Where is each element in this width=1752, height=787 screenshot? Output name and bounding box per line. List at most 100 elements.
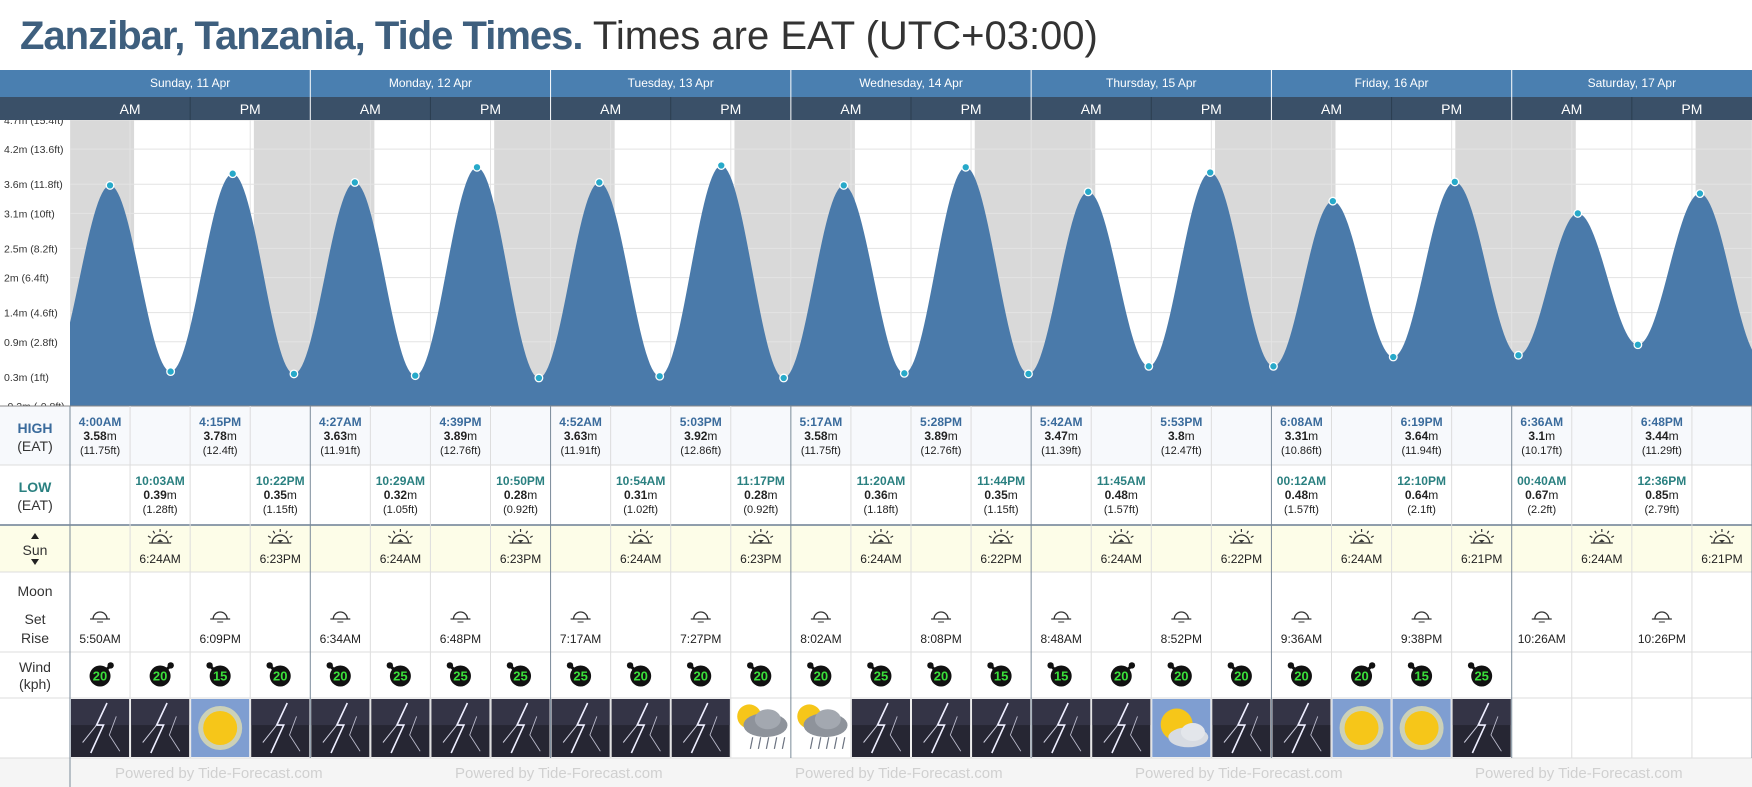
wind-speed: 20: [153, 669, 167, 684]
wind-speed: 15: [994, 669, 1008, 684]
high-tide-meters: 3.58m: [83, 429, 116, 443]
y-tick-label: 1.4m (4.6ft): [4, 308, 58, 320]
day-label: Saturday, 17 Apr: [1588, 76, 1677, 90]
tide-point: [105, 180, 115, 190]
day-label: Monday, 12 Apr: [389, 76, 472, 90]
set-moon-icon: [1531, 611, 1552, 623]
set-moon-icon: [330, 611, 351, 623]
high-tide-feet: (10.17ft): [1521, 445, 1562, 457]
y-tick-label: 2.5m (8.2ft): [4, 243, 58, 255]
high-tide-meters: 3.8m: [1168, 429, 1195, 443]
tide-point: [1695, 189, 1705, 198]
wind-indicator: 25: [506, 662, 532, 687]
rise-moon-icon: [1411, 611, 1432, 623]
tide-point: [1513, 350, 1523, 360]
wind-indicator: 20: [326, 662, 351, 687]
tide-point: [534, 373, 544, 383]
pm-label: PM: [1441, 101, 1462, 117]
page-title: Zanzibar, Tanzania, Tide Times. Times ar…: [20, 10, 1098, 62]
wind-indicator: 25: [867, 662, 892, 687]
wind-circle: [209, 665, 231, 687]
day-header-bar: [0, 70, 1752, 97]
tide-point: [1388, 352, 1398, 362]
wind-indicator: 20: [807, 662, 832, 687]
low-tide-time: 11:45AM: [1097, 474, 1146, 488]
high-tide-feet: (11.75ft): [80, 445, 120, 457]
sunrise-icon: [147, 529, 173, 544]
thunderstorm-weather-icon: [671, 699, 730, 757]
tide-point: [961, 162, 971, 172]
low-tide-meters: 0.36m: [864, 488, 897, 502]
day-label: Sunday, 11 Apr: [150, 76, 230, 90]
high-tide-time: 4:15PM: [199, 415, 241, 429]
high-tide-feet: (11.94ft): [1402, 445, 1442, 457]
wind-indicator: 20: [927, 662, 952, 687]
wind-circle: [449, 665, 471, 687]
low-tide-feet: (1.28ft): [143, 504, 178, 516]
pm-label: PM: [240, 101, 261, 117]
day-label: Thursday, 15 Apr: [1106, 76, 1197, 90]
moon-rise-label: Rise: [21, 630, 49, 646]
am-label: AM: [360, 101, 381, 117]
wind-circle: [570, 665, 592, 687]
tide-point: [1573, 208, 1583, 218]
low-tide-meters: 0.39m: [143, 488, 176, 502]
wind-indicator: 15: [206, 662, 231, 687]
sunrise-icon: [387, 529, 413, 544]
wind-indicator: 25: [566, 662, 592, 687]
tide-point: [350, 178, 360, 187]
high-tide-meters: 3.63m: [324, 429, 357, 443]
tide-point: [1144, 361, 1154, 371]
wind-speed: 20: [694, 669, 708, 684]
moon-rise-time: 9:38PM: [1401, 632, 1442, 646]
moon-rise-time: 7:27PM: [680, 632, 721, 646]
cloudy-rain-weather-icon: [791, 699, 850, 757]
wind-circle: [1110, 665, 1132, 687]
wind-circle: [930, 665, 952, 687]
high-tide-feet: (11.91ft): [561, 445, 601, 457]
set-moon-icon: [810, 611, 831, 623]
am-label: AM: [840, 101, 861, 117]
high-tide-meters: 3.1m: [1528, 429, 1555, 443]
wind-indicator: 25: [1467, 662, 1493, 687]
wind-indicator: 15: [1407, 662, 1433, 687]
sunset-icon: [988, 529, 1014, 544]
tide-point: [839, 180, 849, 190]
thunderstorm-weather-icon: [551, 699, 610, 757]
low-tide-feet: (1.02ft): [623, 504, 658, 516]
high-tide-time: 6:48PM: [1641, 415, 1683, 429]
tide-point: [594, 178, 604, 187]
high-tide-time: 5:17AM: [800, 415, 843, 429]
wind-speed: 15: [1054, 669, 1068, 684]
wind-indicator: 15: [1047, 662, 1072, 687]
high-tide-time: 5:28PM: [920, 415, 962, 429]
moon-set-time: 10:26AM: [1518, 632, 1566, 646]
wind-circle: [870, 665, 892, 687]
high-tide-feet: (12.4ft): [203, 445, 238, 457]
high-tide-meters: 3.31m: [1285, 429, 1318, 443]
moon-rise-time: 6:48PM: [440, 632, 481, 646]
rise-moon-icon: [1651, 611, 1672, 623]
low-tide-time: 10:54AM: [616, 474, 665, 488]
day-label: Wednesday, 14 Apr: [859, 76, 963, 90]
moon-set-time: 8:48AM: [1040, 632, 1081, 646]
wind-speed: 20: [333, 669, 347, 684]
low-tide-feet: (2.1ft): [1407, 504, 1436, 516]
low-tide-time: 10:22PM: [256, 474, 305, 488]
low-tide-time: 12:36PM: [1638, 474, 1687, 488]
wind-circle: [750, 665, 772, 687]
footer-row: [0, 758, 1752, 787]
low-tide-time: 10:03AM: [135, 474, 184, 488]
high-tide-time: 5:03PM: [680, 415, 722, 429]
low-label: LOW: [19, 479, 52, 495]
low-tide-feet: (2.79ft): [1644, 504, 1679, 516]
moon-set-label: Set: [24, 611, 45, 627]
low-tide-feet: (1.05ft): [383, 504, 418, 516]
high-tide-time: 5:42AM: [1040, 415, 1083, 429]
high-tide-feet: (11.91ft): [320, 445, 360, 457]
wind-circle: [389, 665, 411, 687]
sun-row: [0, 525, 1752, 572]
low-tide-meters: 0.48m: [1105, 488, 1138, 502]
thunderstorm-weather-icon: [851, 699, 910, 757]
